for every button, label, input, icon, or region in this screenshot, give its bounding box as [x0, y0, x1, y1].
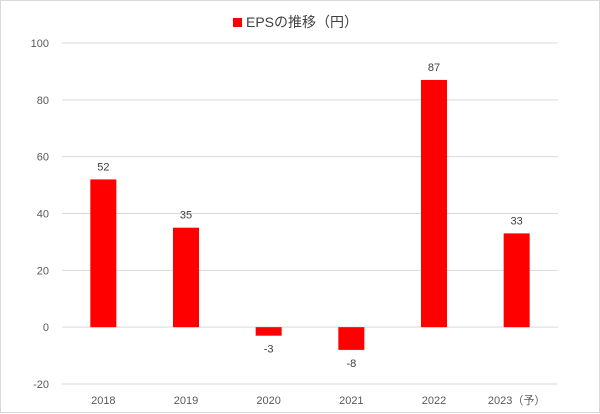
bar-2021: [338, 327, 365, 350]
data-label: -8: [346, 358, 356, 370]
bar-2019: [173, 227, 199, 328]
legend-swatch: [233, 18, 242, 27]
data-label: 35: [180, 210, 192, 222]
gridlines: [62, 42, 558, 385]
data-label: -3: [264, 344, 274, 356]
bar-2022: [421, 79, 447, 328]
data-label: 87: [428, 62, 440, 74]
y-tick-label: 100: [31, 38, 49, 50]
y-axis-tick-labels: 100 80 60 40 20 0 -20: [31, 38, 49, 391]
y-tick-label: 40: [37, 209, 49, 221]
y-tick-label: -20: [33, 379, 49, 391]
x-tick-label: 2022: [422, 395, 446, 407]
y-tick-label: 0: [43, 322, 49, 334]
bars: [90, 79, 530, 350]
data-label: 33: [511, 215, 523, 227]
x-tick-label: 2020: [256, 395, 280, 407]
data-labels: 52 35 -3 -8 87 33: [97, 62, 523, 370]
y-tick-label: 60: [37, 152, 49, 164]
x-tick-label: 2021: [339, 395, 363, 407]
data-label: 52: [97, 161, 109, 173]
bar-2020: [255, 327, 282, 336]
y-tick-label: 80: [37, 95, 49, 107]
x-tick-label: 2023（予）: [488, 394, 545, 407]
x-tick-label: 2019: [174, 395, 198, 407]
bar-2023（予）: [503, 233, 530, 328]
x-axis-tick-labels: 2018 2019 2020 2021 2022 2023（予）: [91, 394, 545, 407]
bar-2018: [90, 179, 117, 328]
x-tick-label: 2018: [91, 395, 115, 407]
legend-label: EPSの推移（円）: [246, 14, 358, 30]
legend: EPSの推移（円）: [233, 14, 358, 30]
y-tick-label: 20: [37, 265, 49, 277]
